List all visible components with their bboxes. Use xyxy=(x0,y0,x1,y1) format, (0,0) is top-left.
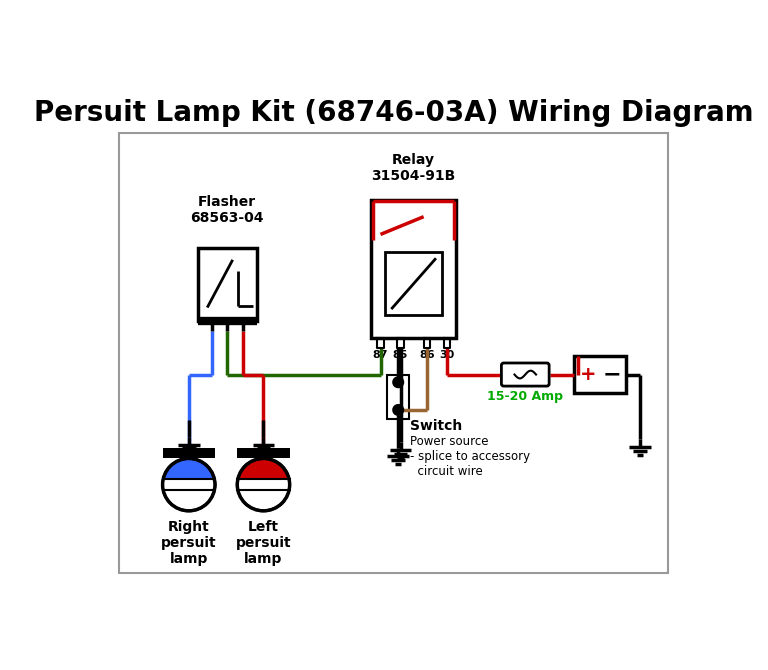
Text: Flasher
68563-04: Flasher 68563-04 xyxy=(190,195,264,225)
Text: −: − xyxy=(603,364,621,385)
Wedge shape xyxy=(237,484,290,511)
Bar xyxy=(387,375,409,419)
Bar xyxy=(163,479,215,490)
Text: Left
persuit
lamp: Left persuit lamp xyxy=(236,520,291,566)
Circle shape xyxy=(393,405,403,415)
Text: +: + xyxy=(579,365,596,384)
Wedge shape xyxy=(237,458,290,484)
Text: 86: 86 xyxy=(419,350,435,360)
Text: Persuit Lamp Kit (68746-03A) Wiring Diagram: Persuit Lamp Kit (68746-03A) Wiring Diag… xyxy=(34,98,753,127)
Text: Relay
31504-91B: Relay 31504-91B xyxy=(372,153,455,183)
Text: 15-20 Amp: 15-20 Amp xyxy=(487,390,563,403)
Bar xyxy=(371,200,456,338)
Bar xyxy=(237,448,290,458)
Bar xyxy=(385,252,442,316)
Text: 87: 87 xyxy=(372,350,389,360)
Text: 85: 85 xyxy=(393,350,409,360)
FancyBboxPatch shape xyxy=(120,133,667,574)
Bar xyxy=(163,448,215,458)
Wedge shape xyxy=(163,458,215,484)
Text: 30: 30 xyxy=(439,350,455,360)
Circle shape xyxy=(393,378,403,387)
Text: Switch: Switch xyxy=(410,419,462,433)
FancyBboxPatch shape xyxy=(502,363,549,386)
Bar xyxy=(574,356,626,393)
Bar xyxy=(237,479,290,490)
Wedge shape xyxy=(163,484,215,511)
Bar xyxy=(198,249,257,322)
Text: Right
persuit
lamp: Right persuit lamp xyxy=(161,520,217,566)
Text: Power source
- splice to accessory
  circuit wire: Power source - splice to accessory circu… xyxy=(410,435,530,478)
